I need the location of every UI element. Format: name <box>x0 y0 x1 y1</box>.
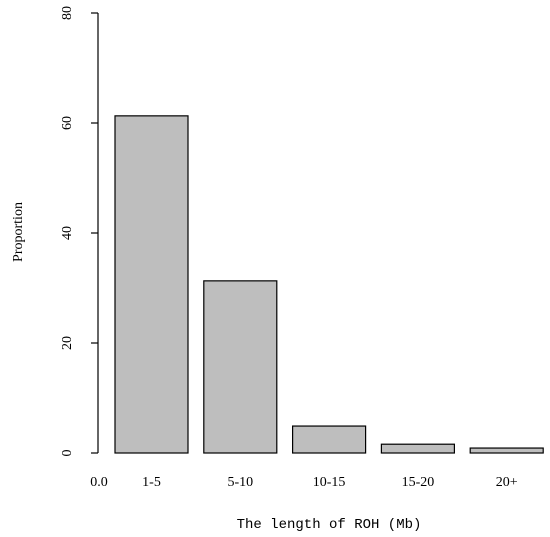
x-tick-label: 5-10 <box>227 475 253 490</box>
bars <box>114 115 544 454</box>
y-axis-label: Proportion <box>11 202 26 262</box>
x-tick-label: 1-5 <box>142 475 161 490</box>
x-tick-label: 10-15 <box>313 475 346 490</box>
y-axis: 0 20 40 60 80 <box>60 6 99 457</box>
x-tick-label: 15-20 <box>402 475 435 490</box>
x-axis: 1-5 5-10 10-15 15-20 20+ <box>142 475 518 490</box>
y-tick-label: 80 <box>60 6 75 20</box>
bar <box>292 425 367 454</box>
y-tick-label: 40 <box>60 226 75 240</box>
bar <box>203 280 278 454</box>
x-tick-label: 20+ <box>496 475 518 490</box>
y-tick-label: 0 <box>60 450 75 457</box>
y-tick-label: 60 <box>60 116 75 130</box>
bar <box>469 447 544 454</box>
y-tick-label: 20 <box>60 336 75 350</box>
x-origin-label: 0.0 <box>90 475 108 490</box>
bar <box>380 443 455 454</box>
x-axis-label: The length of ROH (Mb) <box>237 517 422 533</box>
bar <box>114 115 189 454</box>
